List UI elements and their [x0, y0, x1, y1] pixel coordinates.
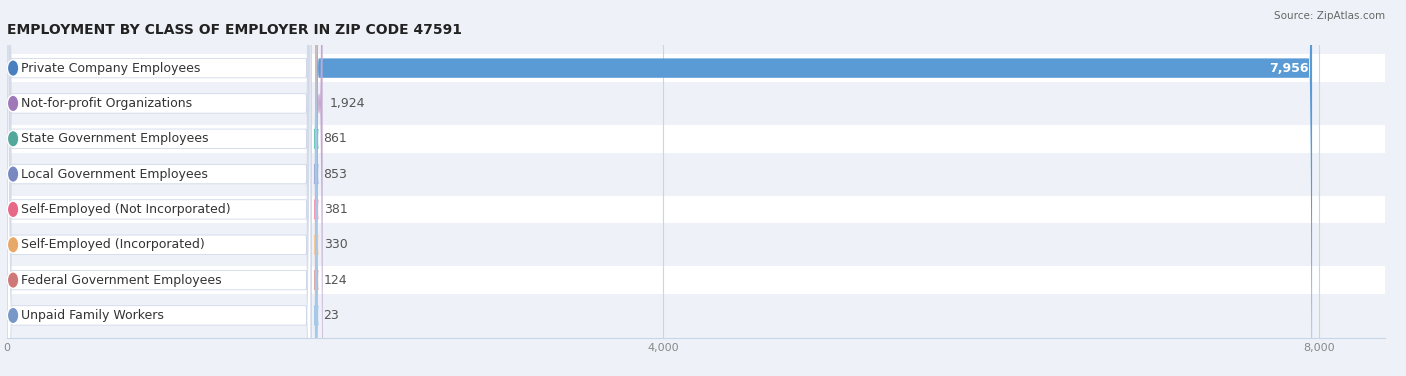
FancyBboxPatch shape [7, 0, 311, 376]
Text: 23: 23 [323, 309, 339, 322]
Text: State Government Employees: State Government Employees [21, 132, 209, 145]
FancyBboxPatch shape [315, 0, 322, 376]
Text: 330: 330 [323, 238, 347, 251]
FancyBboxPatch shape [7, 302, 1385, 329]
FancyBboxPatch shape [314, 0, 319, 376]
FancyBboxPatch shape [314, 0, 319, 376]
Text: 7,956: 7,956 [1270, 62, 1309, 74]
FancyBboxPatch shape [7, 125, 1385, 153]
FancyBboxPatch shape [7, 0, 311, 376]
FancyBboxPatch shape [7, 0, 311, 376]
Text: 381: 381 [323, 203, 347, 216]
Text: Self-Employed (Not Incorporated): Self-Employed (Not Incorporated) [21, 203, 231, 216]
Ellipse shape [7, 272, 18, 288]
FancyBboxPatch shape [7, 0, 311, 376]
Text: 853: 853 [323, 168, 347, 180]
Text: EMPLOYMENT BY CLASS OF EMPLOYER IN ZIP CODE 47591: EMPLOYMENT BY CLASS OF EMPLOYER IN ZIP C… [7, 23, 463, 37]
Text: 1,924: 1,924 [329, 97, 364, 110]
FancyBboxPatch shape [314, 0, 319, 376]
Text: Not-for-profit Organizations: Not-for-profit Organizations [21, 97, 193, 110]
Text: Private Company Employees: Private Company Employees [21, 62, 201, 74]
Ellipse shape [7, 307, 18, 324]
Text: 124: 124 [323, 274, 347, 287]
FancyBboxPatch shape [7, 266, 1385, 294]
Ellipse shape [7, 95, 18, 112]
FancyBboxPatch shape [7, 160, 1385, 188]
Text: Source: ZipAtlas.com: Source: ZipAtlas.com [1274, 11, 1385, 21]
Ellipse shape [7, 166, 18, 182]
FancyBboxPatch shape [7, 89, 1385, 117]
FancyBboxPatch shape [314, 0, 319, 376]
Ellipse shape [7, 201, 18, 218]
Text: Unpaid Family Workers: Unpaid Family Workers [21, 309, 165, 322]
FancyBboxPatch shape [315, 0, 1312, 376]
FancyBboxPatch shape [7, 0, 311, 376]
Ellipse shape [7, 60, 18, 76]
FancyBboxPatch shape [314, 0, 319, 376]
Text: Self-Employed (Incorporated): Self-Employed (Incorporated) [21, 238, 205, 251]
Text: Local Government Employees: Local Government Employees [21, 168, 208, 180]
Text: Federal Government Employees: Federal Government Employees [21, 274, 222, 287]
FancyBboxPatch shape [7, 231, 1385, 259]
FancyBboxPatch shape [7, 54, 1385, 82]
FancyBboxPatch shape [7, 0, 311, 376]
Ellipse shape [7, 237, 18, 253]
FancyBboxPatch shape [7, 0, 311, 376]
Ellipse shape [7, 130, 18, 147]
Text: 861: 861 [323, 132, 347, 145]
FancyBboxPatch shape [7, 196, 1385, 223]
FancyBboxPatch shape [314, 0, 319, 376]
FancyBboxPatch shape [7, 0, 311, 376]
